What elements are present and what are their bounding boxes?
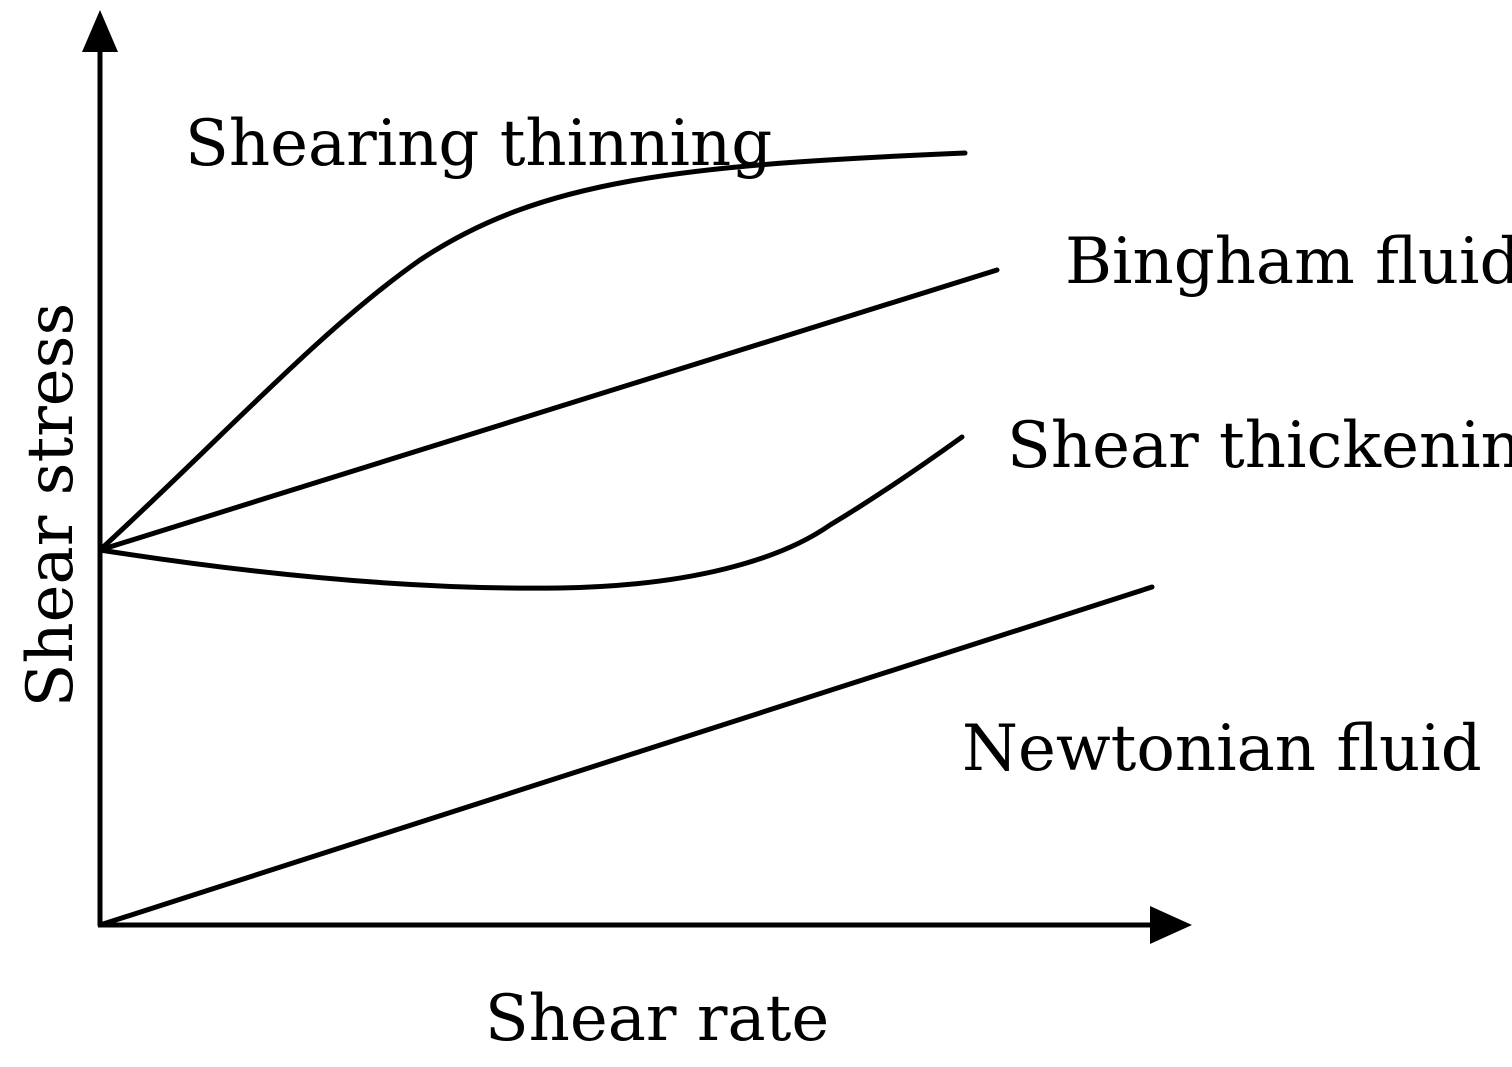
newtonian-fluid-line bbox=[97, 584, 1155, 928]
x-axis-label: Shear rate bbox=[485, 982, 829, 1056]
bingham-fluid-line bbox=[97, 267, 1000, 553]
shear-thickening-label: Shear thickening bbox=[1007, 409, 1512, 483]
shearing-thinning-label: Shearing thinning bbox=[185, 107, 772, 181]
y-axis-arrow bbox=[82, 10, 118, 52]
shearing-thinning-curve bbox=[97, 150, 968, 553]
axes bbox=[82, 10, 1192, 944]
y-axis-label: Shear stress bbox=[14, 303, 88, 708]
curves bbox=[97, 150, 1155, 928]
newtonian-fluid-label: Newtonian fluid bbox=[962, 712, 1482, 786]
x-axis-arrow bbox=[1150, 906, 1192, 944]
shear-thickening-curve bbox=[97, 434, 965, 591]
bingham-fluid-label: Bingham fluid bbox=[1065, 225, 1512, 299]
axis-labels: Shear rate Shear stress bbox=[14, 303, 829, 1056]
curve-labels: Shearing thinning Bingham fluid Shear th… bbox=[185, 107, 1512, 786]
